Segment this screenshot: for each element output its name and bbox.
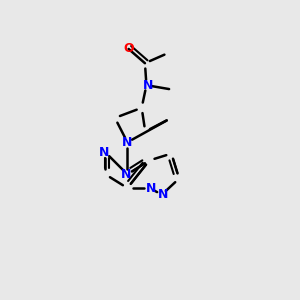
Text: N: N xyxy=(158,188,169,201)
Text: O: O xyxy=(123,42,134,56)
Text: N: N xyxy=(122,136,133,149)
Text: N: N xyxy=(146,182,156,194)
Text: N: N xyxy=(99,146,109,159)
Text: N: N xyxy=(121,168,131,181)
Text: N: N xyxy=(143,79,153,92)
